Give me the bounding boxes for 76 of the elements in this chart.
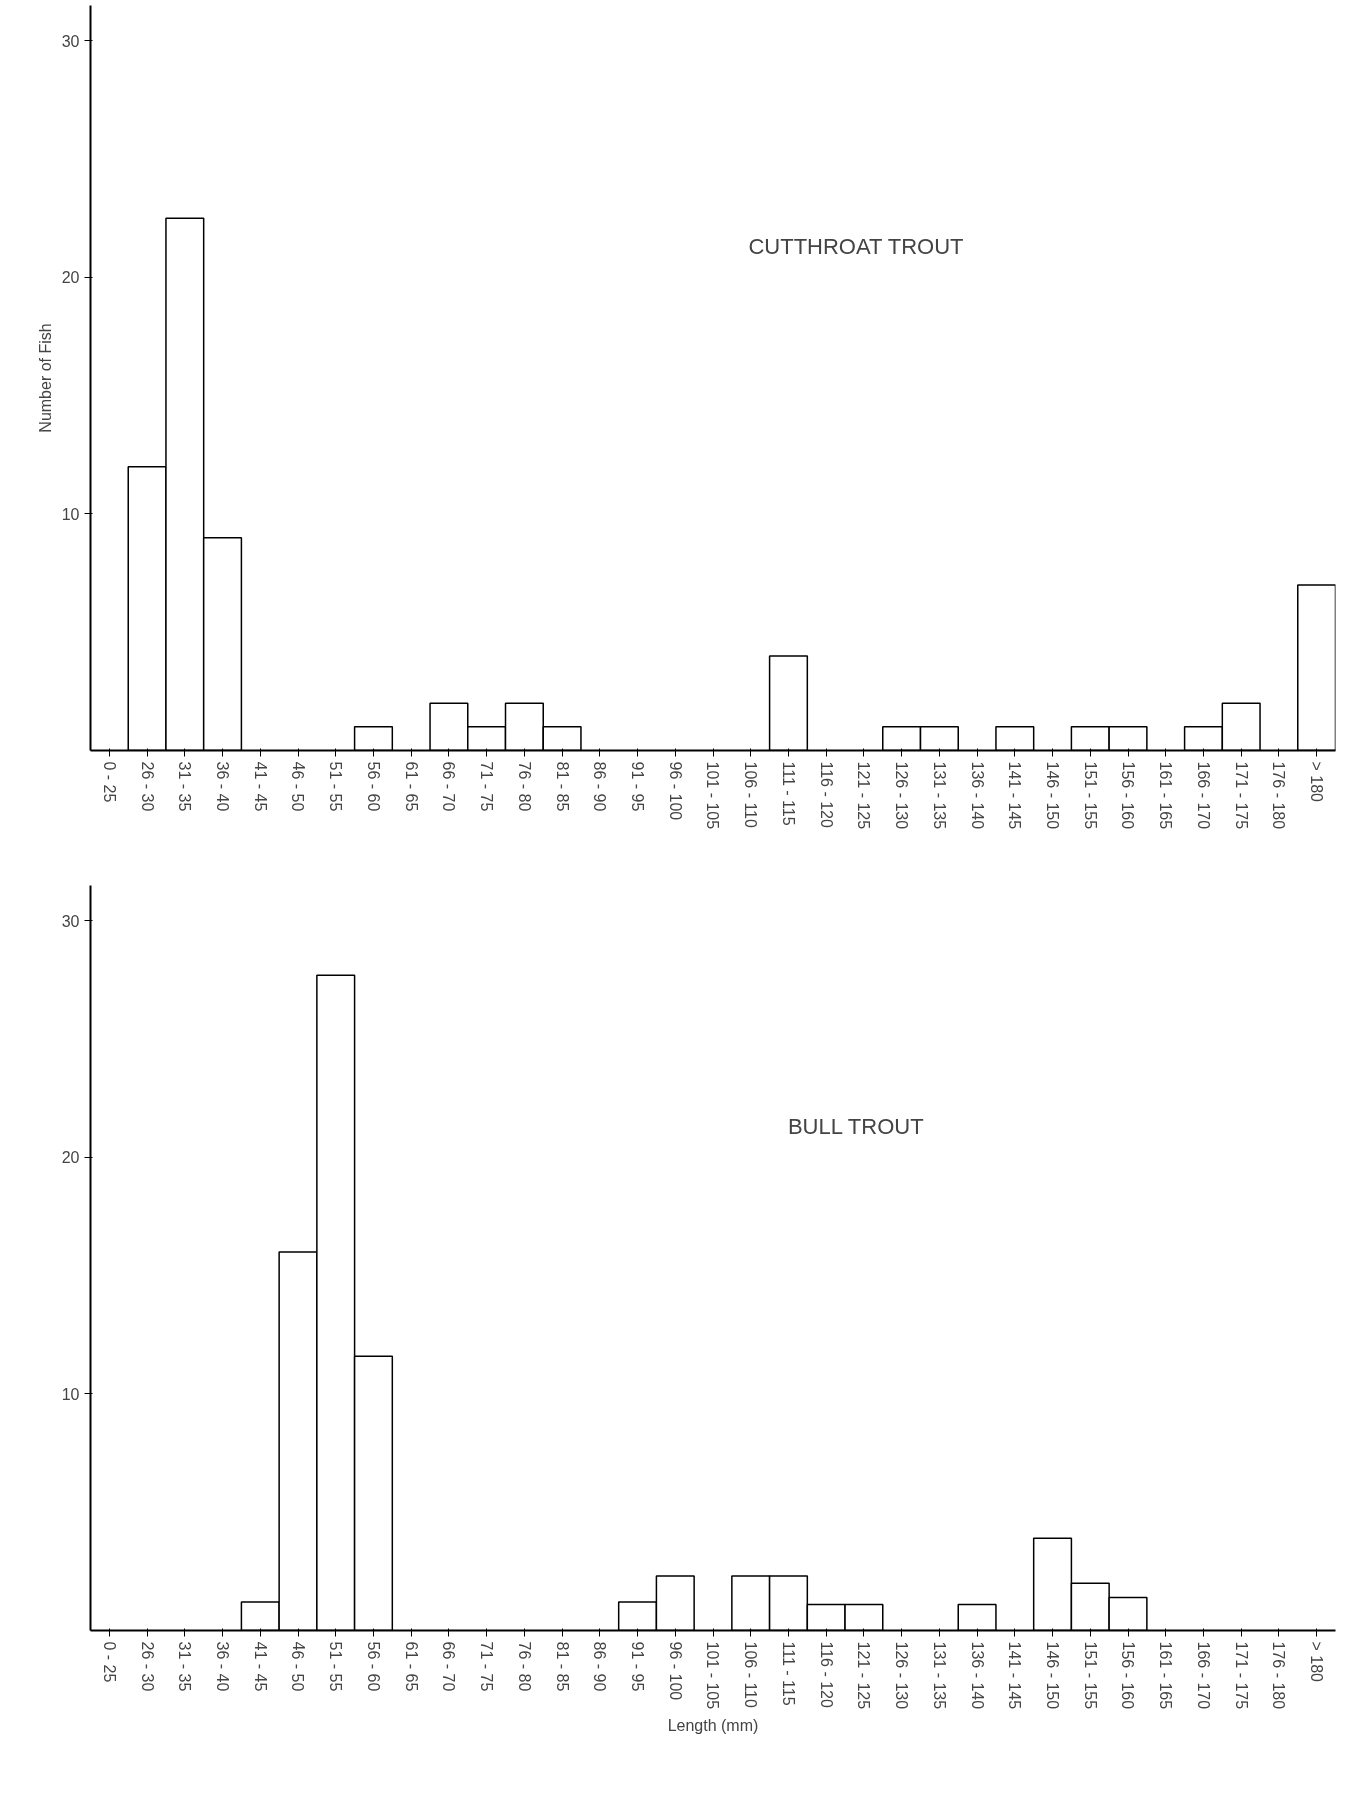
x-tick-label: 46 - 50 (289, 761, 307, 812)
x-tick-label: 161 - 165 (1157, 1641, 1175, 1710)
y-tick-label: 10 (61, 1385, 80, 1403)
text: CUTTHROAT TROUT (748, 233, 964, 259)
x-tick-label: 121 - 125 (855, 1641, 873, 1710)
y-tick-label: 30 (61, 32, 80, 50)
x-tick-label: 121 - 125 (855, 761, 873, 830)
x-tick-label: 76 - 80 (515, 761, 533, 812)
x-tick-label: 96 - 100 (666, 761, 684, 821)
x-tick-label: 116 - 120 (817, 1641, 835, 1709)
x-tick-label: > 180 (1308, 1641, 1326, 1683)
x-tick-label: 141 - 145 (1006, 761, 1024, 830)
x-tick-label: 81 - 85 (553, 761, 571, 812)
x-tick-label: 46 - 50 (289, 1641, 307, 1692)
x-tick-label: 56 - 60 (364, 1641, 382, 1692)
x-tick-label: 41 - 45 (251, 761, 269, 812)
y-axis-title: Number of Fish (36, 323, 54, 433)
x-tick-label: 126 - 130 (893, 1641, 911, 1710)
text: BULL TROUT (787, 1113, 924, 1139)
x-tick-label: 156 - 160 (1119, 761, 1137, 830)
x-tick-label: 61 - 65 (402, 1641, 420, 1692)
x-tick-label: 146 - 150 (1044, 1641, 1062, 1710)
x-tick-label: 31 - 35 (176, 1641, 194, 1692)
x-tick-label: 111 - 115 (779, 761, 797, 826)
x-tick-label: 176 - 180 (1270, 1641, 1288, 1710)
x-tick-label: 31 - 35 (176, 761, 194, 812)
x-axis-title: Length (mm) (667, 1717, 759, 1735)
x-tick-label: 151 - 155 (1081, 1641, 1099, 1710)
x-tick-label: 36 - 40 (214, 761, 232, 812)
x-tick-label: 81 - 85 (553, 1641, 571, 1692)
x-tick-label: 161 - 165 (1157, 761, 1175, 830)
x-tick-label: 91 - 95 (629, 1641, 647, 1692)
x-tick-label: 166 - 170 (1194, 761, 1212, 830)
x-tick-label: 116 - 120 (817, 761, 835, 829)
x-tick-label: 76 - 80 (515, 1641, 533, 1692)
y-tick-label: 20 (61, 1149, 80, 1167)
x-tick-label: 166 - 170 (1194, 1641, 1212, 1710)
x-tick-label: 101 - 105 (704, 761, 722, 830)
x-tick-label: 96 - 100 (666, 1641, 684, 1701)
x-tick-label: 66 - 70 (440, 1641, 458, 1692)
x-tick-label: 151 - 155 (1081, 761, 1099, 830)
x-tick-label: 146 - 150 (1044, 761, 1062, 830)
x-tick-label: 126 - 130 (893, 761, 911, 830)
x-tick-label: 71 - 75 (478, 1641, 496, 1692)
x-tick-label: 136 - 140 (968, 1641, 986, 1710)
x-tick-label: 106 - 110 (742, 761, 760, 829)
x-tick-label: > 180 (1308, 761, 1326, 803)
x-tick-label: 56 - 60 (364, 761, 382, 812)
x-tick-label: 51 - 55 (327, 1641, 345, 1692)
x-tick-label: 71 - 75 (478, 761, 496, 812)
x-tick-label: 176 - 180 (1270, 761, 1288, 830)
x-tick-label: 61 - 65 (402, 761, 420, 812)
x-tick-label: 41 - 45 (251, 1641, 269, 1692)
x-tick-label: 86 - 90 (591, 1641, 609, 1692)
x-tick-label: 0 - 25 (100, 761, 118, 803)
x-tick-label: 106 - 110 (742, 1641, 760, 1709)
x-tick-label: 86 - 90 (591, 761, 609, 812)
x-tick-label: 131 - 135 (930, 761, 948, 830)
x-tick-label: 91 - 95 (629, 761, 647, 812)
x-tick-label: 131 - 135 (930, 1641, 948, 1710)
y-tick-label: 30 (61, 912, 80, 930)
x-tick-label: 136 - 140 (968, 761, 986, 830)
x-tick-label: 171 - 175 (1232, 1641, 1250, 1710)
x-tick-label: 111 - 115 (779, 1641, 797, 1706)
y-tick-label: 10 (61, 505, 80, 523)
x-tick-label: 141 - 145 (1006, 1641, 1024, 1710)
x-tick-label: 66 - 70 (440, 761, 458, 812)
x-tick-label: 0 - 25 (100, 1641, 118, 1683)
x-tick-label: 171 - 175 (1232, 761, 1250, 830)
y-tick-label: 20 (61, 269, 80, 287)
x-tick-label: 26 - 30 (138, 1641, 156, 1692)
x-tick-label: 51 - 55 (327, 761, 345, 812)
x-tick-label: 26 - 30 (138, 761, 156, 812)
x-tick-label: 36 - 40 (214, 1641, 232, 1692)
x-tick-label: 156 - 160 (1119, 1641, 1137, 1710)
x-tick-label: 101 - 105 (704, 1641, 722, 1710)
